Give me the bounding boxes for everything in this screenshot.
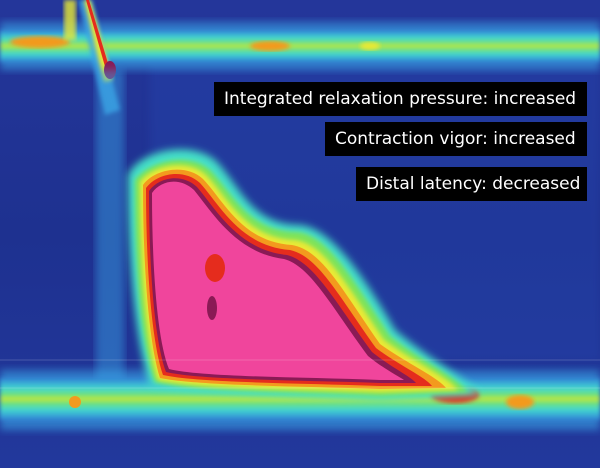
- annotation-contraction-vigor: Contraction vigor: increased: [325, 122, 587, 156]
- transit-column: [96, 70, 124, 400]
- sensor-lines: [0, 359, 600, 389]
- annotation-irp: Integrated relaxation pressure: increase…: [214, 82, 587, 116]
- annotation-distal-latency: Distal latency: decreased: [356, 167, 587, 201]
- contraction-blob: [128, 149, 480, 400]
